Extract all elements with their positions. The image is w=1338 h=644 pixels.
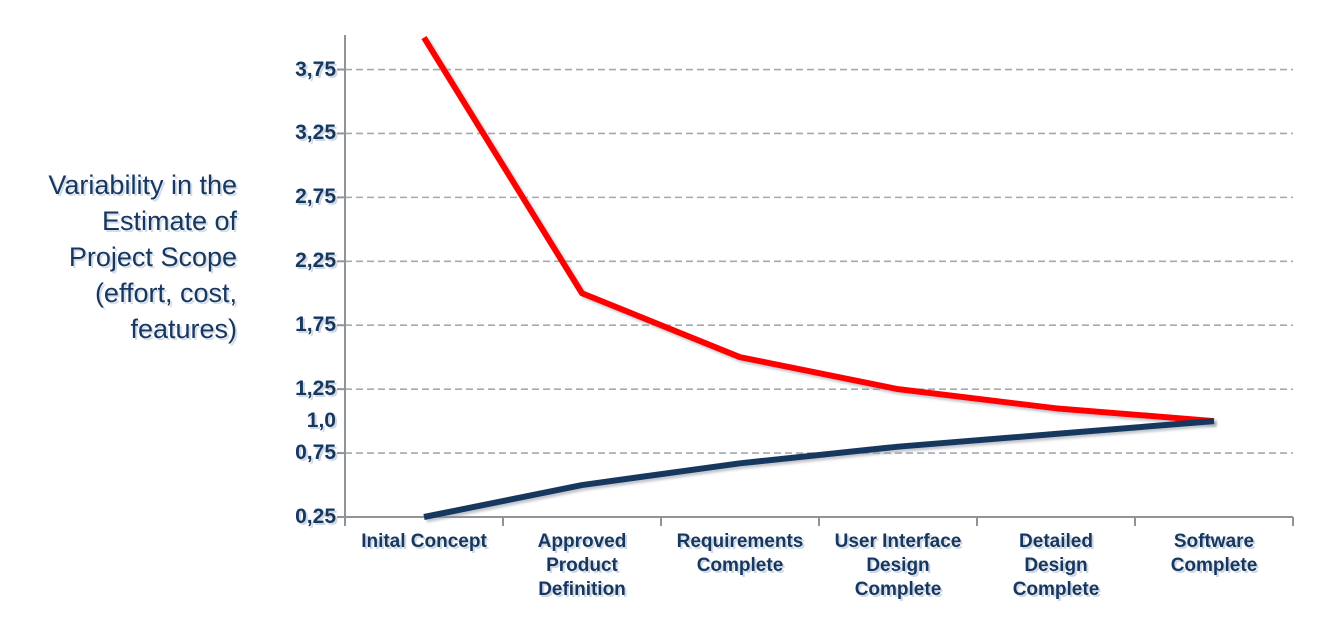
y-tick-label: 2,25: [295, 249, 336, 273]
x-category-label: Requirements Complete: [676, 531, 804, 576]
x-category-label: User Interface Design Complete: [834, 531, 962, 600]
y-tick-label: 1,0: [306, 409, 336, 433]
y-axis-title: Variability in the Estimate of Project S…: [48, 170, 237, 344]
y-tick-label: 1,25: [295, 377, 336, 401]
x-category-label: Inital Concept: [361, 531, 487, 552]
y-tick-label: 3,25: [295, 121, 336, 145]
y-tick-label: 0,25: [295, 505, 336, 528]
y-tick-label: 2,75: [295, 185, 336, 209]
y-tick-label: 0,75: [295, 441, 336, 465]
y-tick-label: 3,75: [295, 57, 336, 81]
x-category-label: Software Complete: [1170, 531, 1258, 576]
series-line-upper-bound-estimate: [421, 35, 1215, 425]
x-category-label: Detailed Design Complete: [1012, 531, 1100, 600]
y-tick-label: 1,75: [295, 313, 336, 337]
x-category-label: Approved Product Definition: [537, 531, 627, 600]
series-line-lower-bound-estimate: [423, 418, 1215, 520]
